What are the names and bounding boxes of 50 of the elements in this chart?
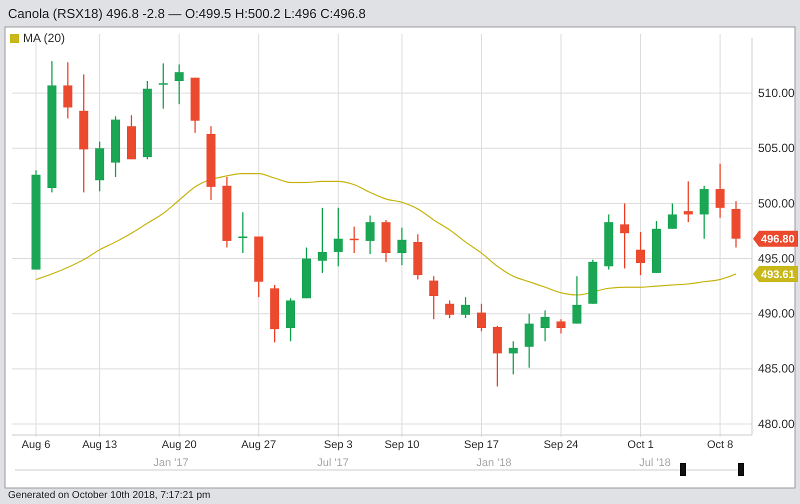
legend-label: MA (20) — [23, 31, 66, 45]
x-tick-label: Oct 8 — [706, 438, 734, 451]
candlestick — [540, 310, 550, 342]
text: 493.61 — [761, 268, 795, 281]
candlestick — [620, 202, 630, 270]
candlestick — [397, 227, 406, 266]
chart-title: Canola (RSX18) 496.8 -2.8 — O:499.5 H:500.2 L:496 C:496.8 — [8, 6, 366, 21]
y-tick-label: 505.00 — [758, 141, 796, 156]
x-tick-label: Sep 10 — [384, 438, 420, 451]
y-tick-label: 500.00 — [758, 196, 796, 210]
text: Jan '17 — [153, 457, 189, 469]
candlestick — [556, 318, 566, 334]
text: 496.80 — [761, 234, 795, 246]
candlestick — [476, 303, 486, 332]
x-tick-label: Aug 27 — [241, 438, 276, 451]
candlestick — [668, 202, 677, 230]
candlestick — [366, 214, 375, 255]
y-tick-label: 495.00 — [758, 251, 796, 266]
candlestick — [429, 276, 438, 320]
candlestick — [445, 300, 454, 319]
candlestick — [238, 212, 248, 254]
candlestick — [636, 231, 646, 276]
y-tick-label: 510.00 — [758, 86, 796, 100]
candlestick — [350, 226, 359, 254]
x-tick-label: Sep 17 — [464, 438, 499, 451]
x-tick-label: Sep 24 — [544, 438, 578, 451]
candlestick — [508, 340, 518, 375]
candlestick — [716, 163, 725, 218]
candlestick — [318, 207, 327, 274]
line-series — [35, 173, 737, 296]
y-tick-label: 485.00 — [758, 362, 796, 376]
x-tick-label: Aug 20 — [162, 438, 197, 451]
candlestick — [334, 207, 343, 267]
candlestick — [572, 276, 582, 324]
x-tick-label: Oct 1 — [627, 438, 654, 451]
candlestick — [461, 296, 470, 319]
candlestick — [63, 62, 72, 120]
x-tick-label: Aug 13 — [82, 438, 118, 451]
text: Jan '18 — [476, 457, 512, 469]
text: Generated on October 10th 2018, 7:17:21 pm — [8, 490, 210, 501]
x-tick-label: Aug 6 — [22, 438, 50, 451]
candlestick — [158, 62, 168, 110]
candlestick — [684, 180, 693, 223]
x-tick-label: Sep 3 — [324, 438, 353, 451]
candlestick — [524, 313, 534, 368]
y-tick-label: 490.00 — [758, 306, 796, 321]
text: Jul '17 — [317, 457, 349, 469]
text: Jul '18 — [639, 457, 671, 469]
candlestick — [174, 64, 184, 105]
y-tick-label: 480.00 — [758, 416, 796, 431]
